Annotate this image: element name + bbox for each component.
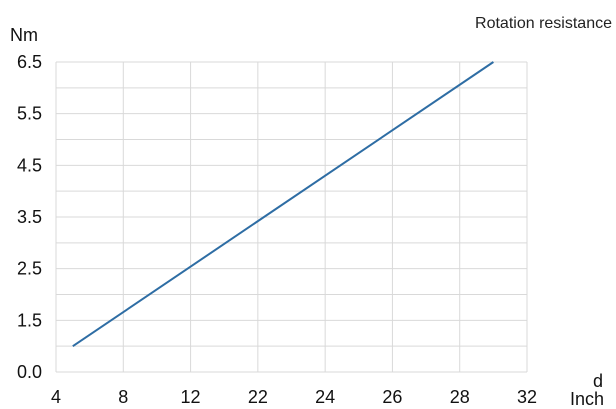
x-tick-label: 12 — [181, 387, 201, 407]
y-tick-label: 5.5 — [17, 104, 42, 124]
y-tick-label: 4.5 — [17, 155, 42, 175]
y-tick-label: 0.0 — [17, 362, 42, 382]
ticks: 4 8 12 22 24 26 28 32 0.0 1.5 2.5 3.5 4.5 5.5 6.5 — [17, 52, 537, 407]
y-tick-label: 3.5 — [17, 207, 42, 227]
x-tick-label: 8 — [118, 387, 128, 407]
series-line — [72, 61, 494, 348]
grid — [55, 61, 528, 373]
x-tick-label: 32 — [517, 387, 537, 407]
x-tick-label: 4 — [51, 387, 61, 407]
y-tick-label: 2.5 — [17, 259, 42, 279]
y-tick-label: 1.5 — [17, 310, 42, 330]
y-tick-label: 6.5 — [17, 52, 42, 72]
x-axis-label-symbol: d — [593, 371, 603, 391]
y-axis-label: Nm — [10, 25, 38, 45]
x-tick-label: 24 — [315, 387, 335, 407]
x-axis-label-unit: Inch — [570, 389, 604, 409]
x-tick-label: 22 — [248, 387, 268, 407]
chart-title: Rotation resistance — [475, 15, 612, 32]
x-tick-label: 28 — [450, 387, 470, 407]
x-tick-label: 26 — [382, 387, 402, 407]
series — [72, 61, 494, 348]
